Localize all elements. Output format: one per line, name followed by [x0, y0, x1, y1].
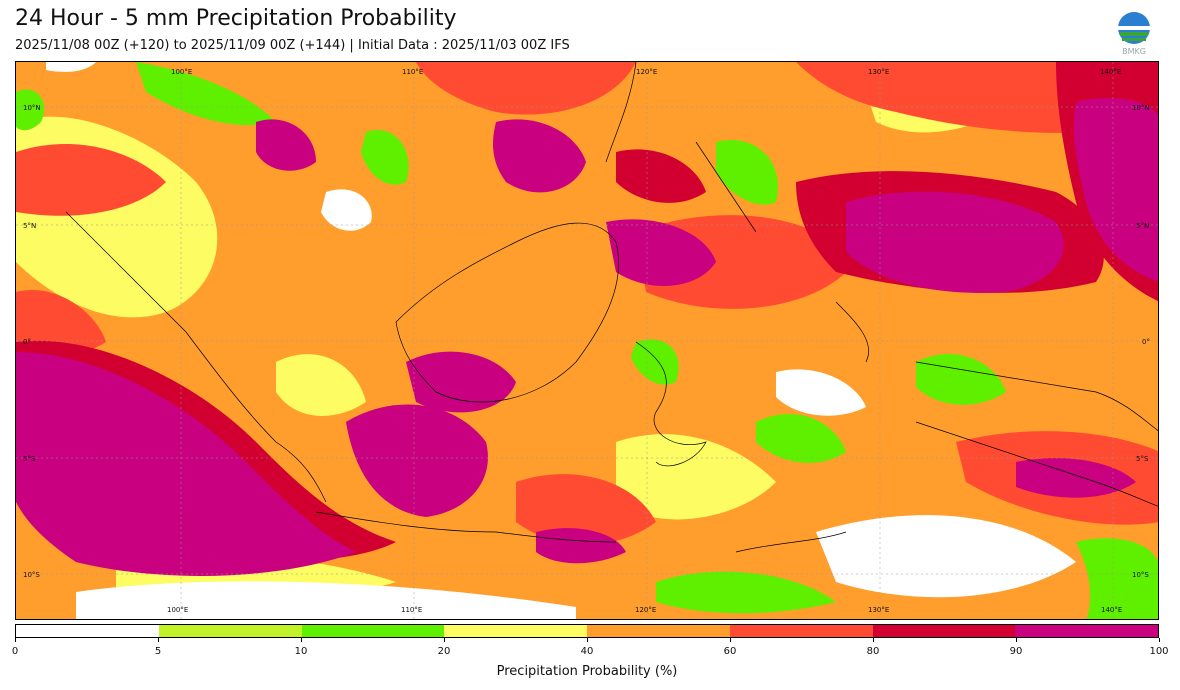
coastlines	[65, 62, 1158, 553]
colorbar-tick-label: 5	[154, 646, 162, 657]
lat-label: 10°N	[1132, 104, 1150, 112]
lat-labels-left: 10°N 5°N 0° 5°S 10°S	[23, 104, 41, 579]
colorbar-segment	[587, 625, 730, 637]
colorbar-tickmark	[729, 638, 731, 642]
colorbar-segment	[729, 625, 873, 637]
colorbar-tick-label: 90	[1009, 646, 1023, 657]
lon-labels-top: 100°E 110°E 120°E 130°E 140°E	[171, 68, 1121, 76]
colorbar-tick-label: 80	[866, 646, 880, 657]
lat-label: 5°S	[23, 455, 36, 463]
colorbar-tickmark	[300, 638, 302, 642]
chart-title: 24 Hour - 5 mm Precipitation Probability	[15, 6, 457, 31]
colorbar-segment	[16, 625, 159, 637]
lon-label: 110°E	[402, 68, 423, 76]
colorbar-label: Precipitation Probability (%)	[496, 664, 678, 679]
colorbar-tickmark	[157, 638, 159, 642]
prob-90-100-areas	[16, 98, 1158, 576]
lon-label: 140°E	[1100, 68, 1121, 76]
colorbar-segment	[872, 625, 1016, 637]
colorbar-tick-label: 0	[11, 646, 19, 657]
lon-label: 130°E	[868, 606, 889, 614]
colorbar	[15, 624, 1159, 638]
colorbar-tickmark	[1015, 638, 1017, 642]
lat-label: 0°	[23, 338, 31, 346]
lon-label: 140°E	[1101, 606, 1122, 614]
colorbar-segment	[158, 625, 302, 637]
colorbar-tick-label: 20	[437, 646, 451, 657]
lat-label: 0°	[1142, 338, 1150, 346]
lat-label: 5°S	[1136, 455, 1149, 463]
lon-labels-bottom: 100°E 110°E 120°E 130°E 140°E	[167, 606, 1122, 614]
colorbar-tickmark	[586, 638, 588, 642]
lon-label: 100°E	[171, 68, 192, 76]
colorbar-tick-label: 10	[294, 646, 308, 657]
logo-text: BMKG	[1122, 47, 1146, 56]
lon-label: 110°E	[401, 606, 422, 614]
lat-label: 10°S	[23, 571, 40, 579]
lon-label: 120°E	[635, 606, 656, 614]
colorbar-tickmark	[443, 638, 445, 642]
colorbar-segment	[1015, 625, 1158, 637]
colorbar-segment	[444, 625, 587, 637]
chart-subtitle: 2025/11/08 00Z (+120) to 2025/11/09 00Z …	[15, 38, 570, 53]
colorbar-tick-label: 60	[723, 646, 737, 657]
lon-label: 100°E	[167, 606, 188, 614]
colorbar-tick-label: 40	[580, 646, 594, 657]
colorbar-tickmark	[1158, 638, 1160, 642]
graticule	[16, 62, 1158, 619]
lat-label: 5°N	[23, 222, 36, 230]
prob-10-20-areas	[16, 62, 1158, 619]
colorbar-segment	[301, 625, 445, 637]
colorbar-tickmark	[14, 638, 16, 642]
lon-label: 130°E	[868, 68, 889, 76]
bmkg-logo: BMKG	[1114, 10, 1154, 56]
prob-0-5-areas	[46, 62, 1076, 619]
colorbar-tick-label: 100	[1149, 646, 1169, 657]
lon-label: 120°E	[636, 68, 657, 76]
lat-label: 10°S	[1132, 571, 1149, 579]
precipitation-map: 100°E 110°E 120°E 130°E 140°E 100°E 110°…	[15, 61, 1159, 620]
lat-label: 5°N	[1136, 222, 1149, 230]
colorbar-tickmark	[872, 638, 874, 642]
lat-label: 10°N	[23, 104, 41, 112]
lat-labels-right: 10°N 5°N 0° 5°S 10°S	[1132, 104, 1150, 579]
